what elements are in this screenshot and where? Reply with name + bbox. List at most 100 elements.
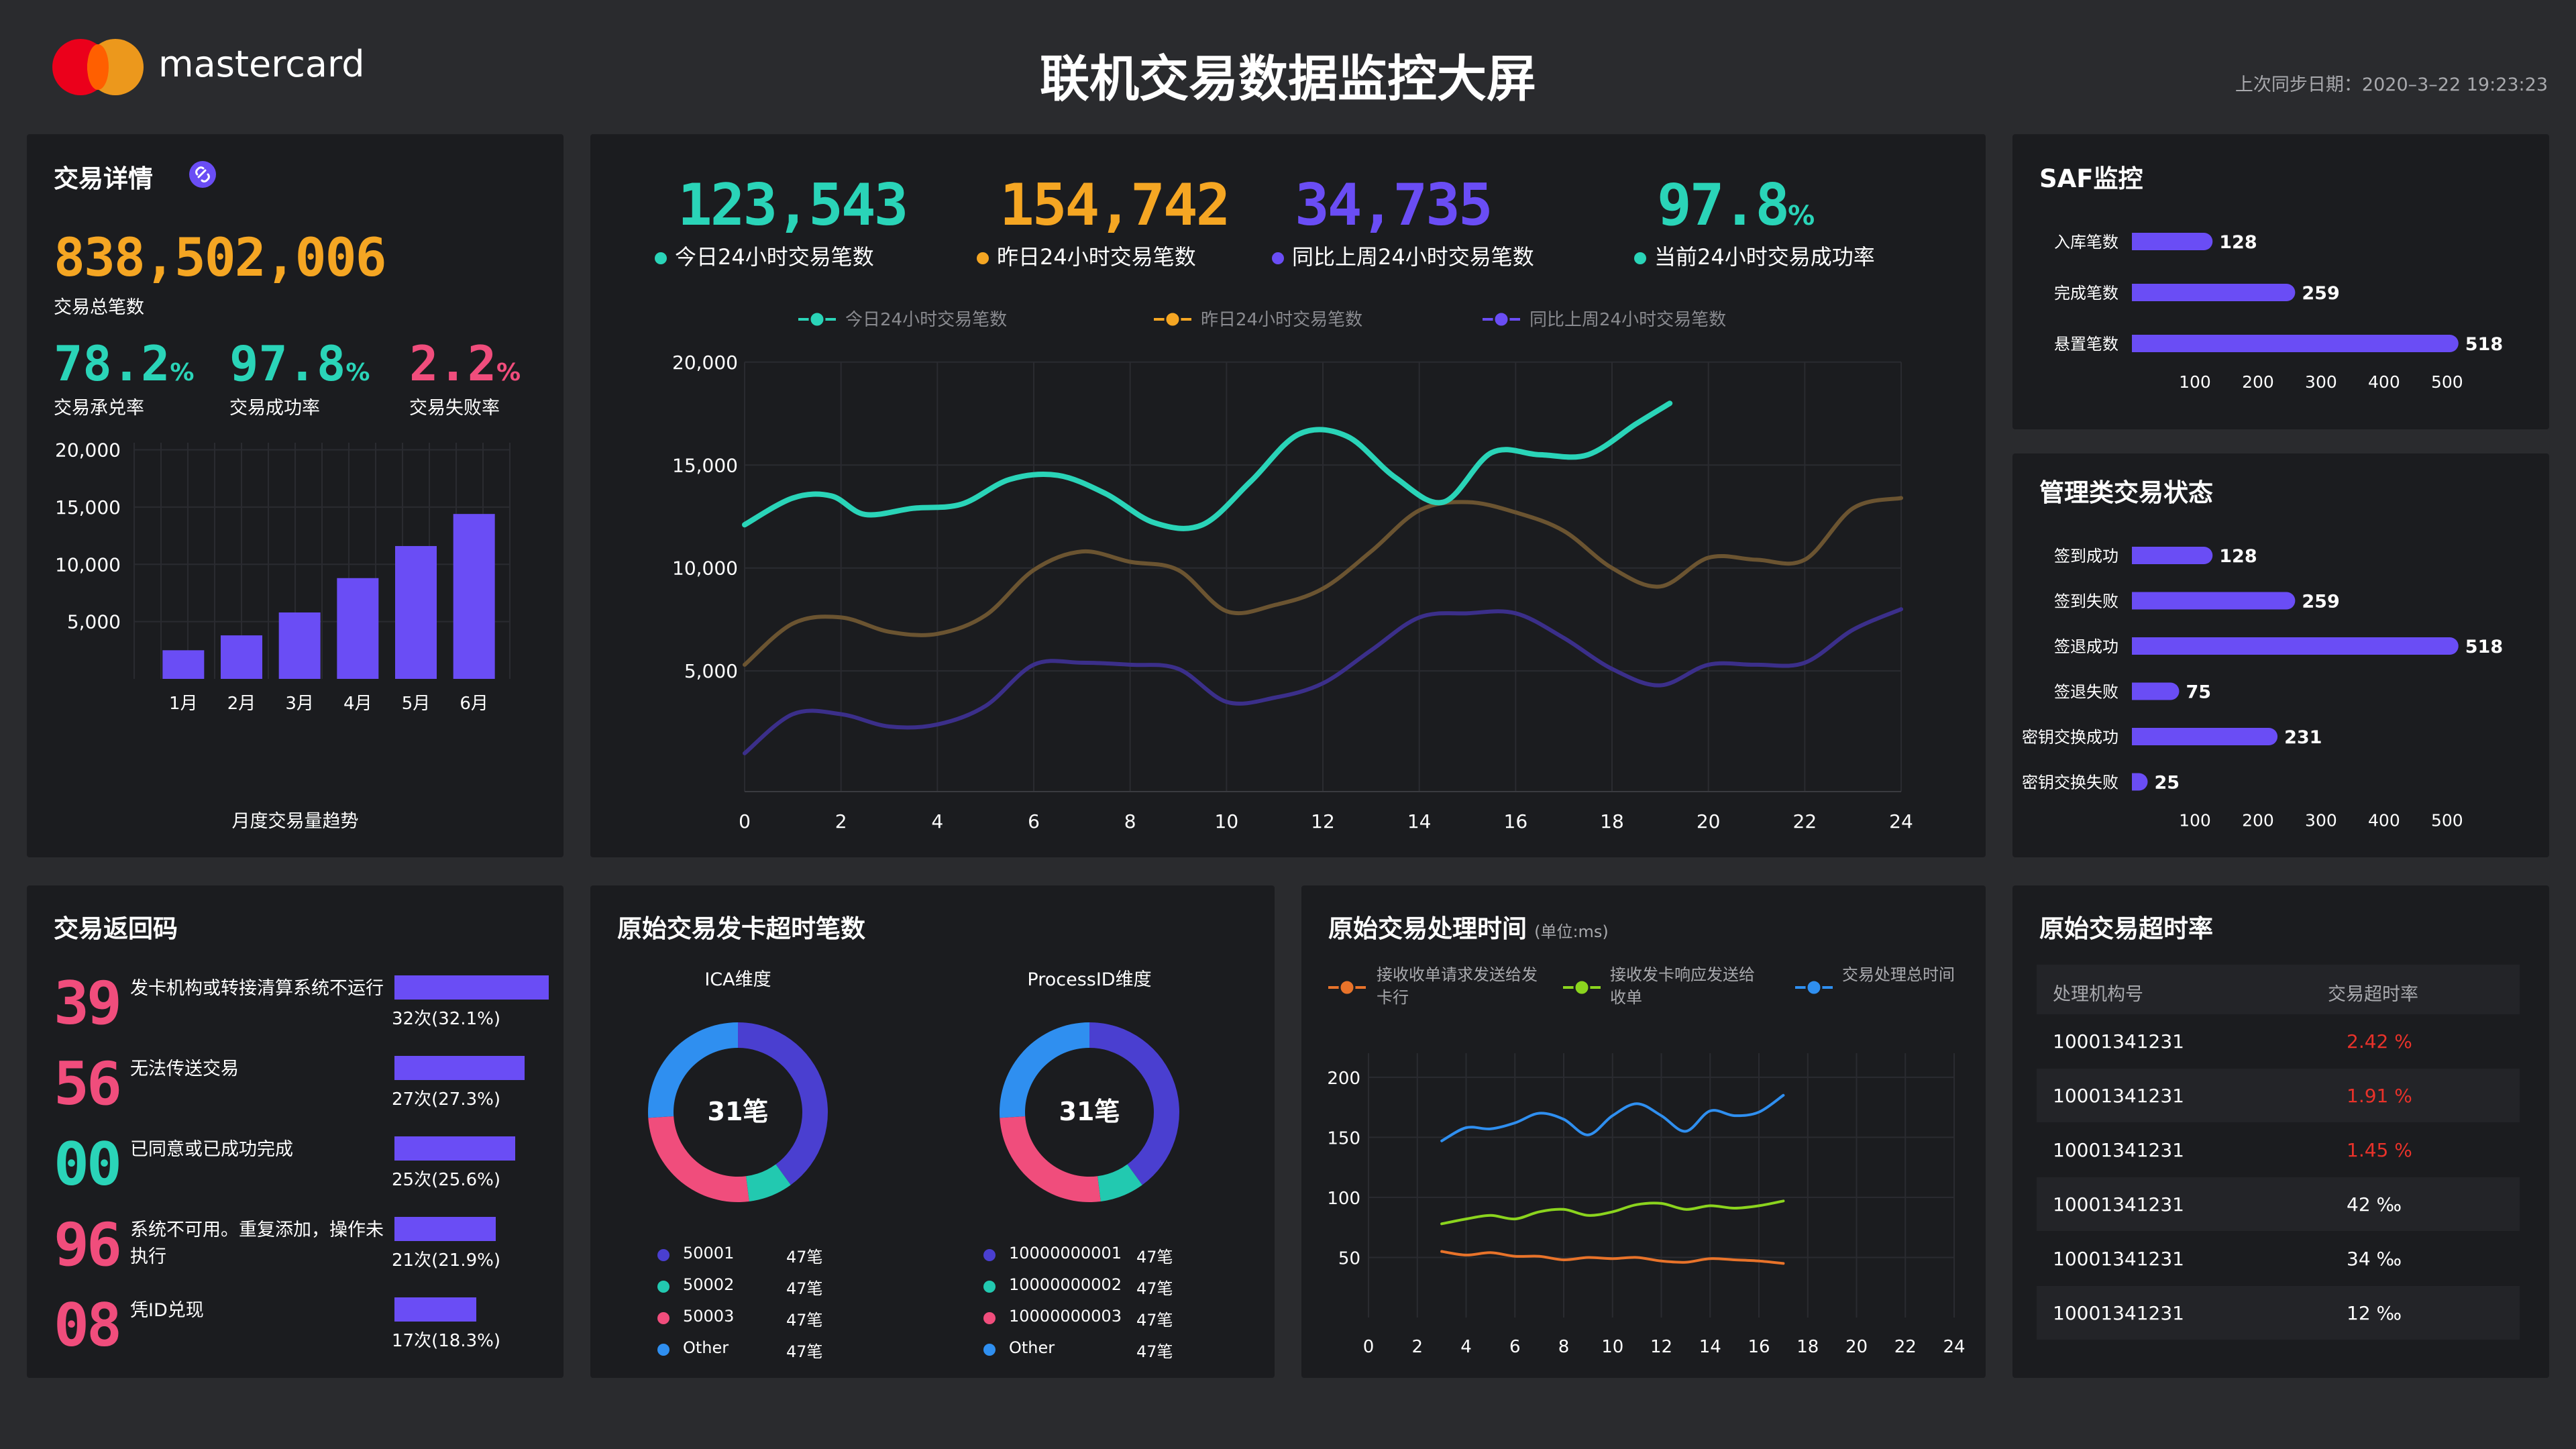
kpi-label: 同比上周24小时交易笔数 <box>1292 244 1534 270</box>
legend-dot <box>983 1249 996 1261</box>
bar <box>162 650 205 679</box>
return-code: 56 <box>54 1049 122 1118</box>
series-line <box>1440 1250 1785 1265</box>
category-label: 密钥交换失败 <box>2022 773 2118 792</box>
x-tick-label: 14 <box>1699 1337 1721 1357</box>
metric-label: 交易成功率 <box>229 398 320 419</box>
x-tick-label: 500 <box>2431 811 2463 830</box>
legend-marker <box>1805 979 1823 996</box>
bar-value: 518 <box>2465 637 2503 657</box>
donut-center-label: 31笔 <box>1059 1097 1120 1126</box>
header-org: 处理机构号 <box>2053 984 2143 1005</box>
bar <box>2132 233 2213 250</box>
legend-name: 10000000002 <box>1009 1275 1122 1294</box>
unit-label: (单位:ms) <box>1534 922 1609 941</box>
org-id: 10001341231 <box>2053 1248 2184 1270</box>
timeout-rate: 34 ‰ <box>2347 1248 2402 1270</box>
kpi-card: 154,742 昨日24小时交易笔数 <box>977 172 1230 271</box>
bar-value: 259 <box>2302 592 2339 612</box>
return-codes-panel: 交易返回码 39 发卡机构或转接清算系统不运行 32次(32.1%) 56 无法传送交易… <box>27 885 564 1378</box>
bar-value: 128 <box>2219 546 2257 567</box>
x-tick-label: 12 <box>1311 810 1335 832</box>
metric-acceptance: 78.2% 交易承兑率 <box>54 335 194 419</box>
metric-label: 交易承兑率 <box>54 398 144 419</box>
kpi-label-row: 当前24小时交易成功率 <box>1634 240 1875 271</box>
legend-marker <box>1338 979 1356 996</box>
page-title: 联机交易数据监控大屏 <box>1040 50 1536 108</box>
kpi-label-row: 昨日24小时交易笔数 <box>977 240 1228 271</box>
kpi-dot <box>977 252 989 264</box>
metric-unit: % <box>345 359 370 386</box>
sync-info: 上次同步日期：2020–3–22 19:23:23 <box>2235 70 2548 96</box>
panel-title: SAF监控 <box>2039 164 2143 193</box>
category-label: 签到失败 <box>2054 592 2118 611</box>
kpi-label: 昨日24小时交易笔数 <box>997 244 1196 270</box>
transaction-details-panel: 交易详情 838,502,006 交易总笔数 78.2% 交易承兑率 97.8%… <box>27 134 564 857</box>
panel-title-group: 原始交易处理时间 (单位:ms) <box>1328 908 1609 945</box>
legend-count: 47笔 <box>1136 1279 1173 1298</box>
kpi-card: 34,735 同比上周24小时交易笔数 <box>1272 172 1534 271</box>
donut-chart: 31笔 <box>1000 1022 1179 1202</box>
timeout-rate-table: 处理机构号 交易超时率 10001341231 2.42 % 10001341231… <box>2037 965 2520 1354</box>
bar <box>2132 773 2148 791</box>
x-tick-label: 300 <box>2305 372 2337 392</box>
donut-slice <box>1000 1116 1101 1202</box>
return-code: 00 <box>54 1130 122 1199</box>
return-code: 96 <box>54 1210 122 1279</box>
legend-dot <box>657 1344 669 1356</box>
legend-label: 同比上周24小时交易笔数 <box>1529 310 1726 330</box>
return-code-bar <box>394 1217 496 1241</box>
org-id: 10001341231 <box>2053 1193 2184 1216</box>
kpi-label-row: 今日24小时交易笔数 <box>655 240 906 271</box>
legend-count: 47笔 <box>1136 1311 1173 1330</box>
kpi-value: 123,543 <box>678 172 908 239</box>
legend-name: 50003 <box>683 1307 735 1326</box>
bar-value: 25 <box>2154 773 2180 794</box>
legend-dot <box>983 1344 996 1356</box>
series-line <box>742 400 1673 531</box>
bar-value: 128 <box>2219 232 2257 253</box>
link-icon[interactable] <box>189 161 216 188</box>
x-tick-label: 100 <box>2179 372 2211 392</box>
x-tick-label: 0 <box>739 810 751 832</box>
line-chart-legend: 今日24小时交易笔数 昨日24小时交易笔数 同比上周24小时交易笔数 <box>798 310 1726 330</box>
return-code: 08 <box>54 1291 122 1360</box>
org-id: 10001341231 <box>2053 1139 2184 1161</box>
bar <box>2132 284 2296 301</box>
return-code-bar <box>394 975 549 1000</box>
y-tick-label: 15,000 <box>672 454 738 476</box>
bar <box>2132 637 2459 655</box>
issuer-timeout-panel: 原始交易发卡超时笔数 ICA维度 31笔 50001 47笔 50002 47笔 50003… <box>590 885 1275 1378</box>
y-tick-label: 150 <box>1327 1128 1360 1148</box>
timeout-rate-panel: 原始交易超时率 处理机构号 交易超时率 10001341231 2.42 % 100… <box>2012 885 2549 1378</box>
kpi-label-row: 同比上周24小时交易笔数 <box>1272 240 1534 271</box>
metric-unit: % <box>496 359 521 386</box>
x-tick-label: 14 <box>1407 810 1432 832</box>
legend-count: 47笔 <box>1136 1342 1173 1361</box>
y-tick-label: 15,000 <box>55 496 121 519</box>
table-row: 10001341231 42 ‰ <box>2037 1177 2520 1231</box>
y-tick-label: 50 <box>1338 1248 1360 1269</box>
sync-time: 2020–3–22 19:23:23 <box>2361 74 2548 95</box>
y-tick-label: 5,000 <box>684 660 738 682</box>
return-code-desc: 系统不可用。重复添加，操作未执行 <box>130 1220 384 1267</box>
x-tick-label: 6 <box>1509 1337 1521 1357</box>
panel-title: 交易详情 <box>54 164 153 193</box>
metric-failure: 2.2% 交易失败率 <box>409 335 521 419</box>
y-tick-label: 10,000 <box>672 557 738 580</box>
metric-unit: % <box>170 359 195 386</box>
x-tick-label: 10 <box>1215 810 1239 832</box>
table-row: 10001341231 2.42 % <box>2037 1014 2520 1068</box>
mgmt-bar-chart: 签到成功 128 签到失败 259 签退成功 518 签退失败 75 密钥交换成功 231 密钥交换… <box>2022 546 2503 830</box>
x-tick-label: 1月 <box>169 694 198 714</box>
bar-value: 231 <box>2284 727 2322 748</box>
return-code: 39 <box>54 969 122 1038</box>
legend-marker <box>1573 979 1591 996</box>
return-code-desc: 无法传送交易 <box>130 1059 239 1079</box>
x-tick-label: 0 <box>1363 1337 1375 1357</box>
return-code-desc: 已同意或已成功完成 <box>130 1139 293 1160</box>
legend-marker <box>1164 311 1181 328</box>
y-tick-label: 5,000 <box>67 611 121 633</box>
bar <box>2132 335 2459 352</box>
legend-name: 10000000001 <box>1009 1244 1122 1263</box>
